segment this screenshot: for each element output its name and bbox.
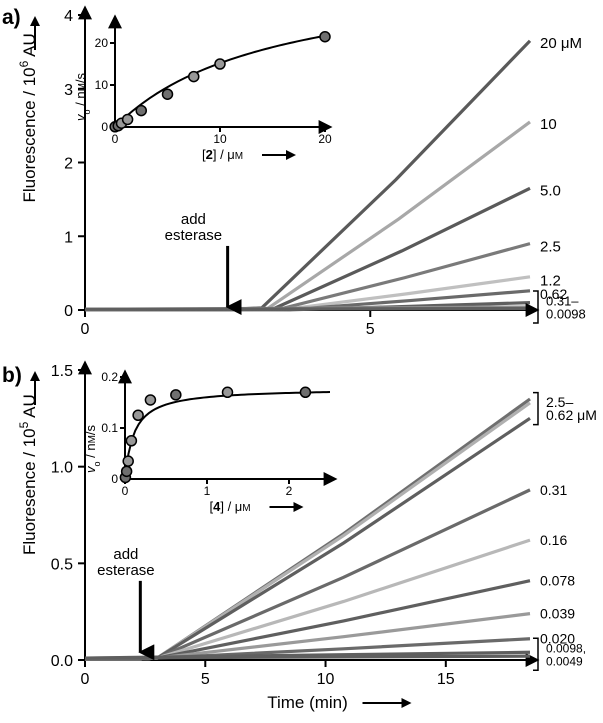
inset-point [189,72,199,82]
svg-text:0.2: 0.2 [101,370,118,384]
inset-point [126,436,136,446]
inset-point [133,410,143,420]
svg-text:0: 0 [64,303,73,320]
svg-text:2.5: 2.5 [540,239,561,256]
svg-text:1: 1 [64,229,73,246]
svg-text:esterase: esterase [165,227,223,244]
series-10 [85,122,530,310]
series-20 [85,41,530,310]
svg-text:1.0: 1.0 [51,460,73,477]
inset-point [122,466,132,476]
svg-text:10: 10 [540,116,557,133]
svg-text:0: 0 [111,472,118,486]
svg-text:15: 15 [437,671,455,688]
figure-svg: a)0123405Fluorescence / 106 AUaddesteras… [0,0,603,718]
svg-text:0.0098,: 0.0098, [546,642,586,656]
inset-point [171,390,181,400]
svg-text:vo / nM/s: vo / nM/s [73,72,92,121]
svg-text:0: 0 [112,132,119,146]
svg-text:add: add [113,546,138,563]
svg-text:1.5: 1.5 [51,363,73,380]
svg-text:20: 20 [318,132,332,146]
svg-text:0: 0 [101,120,108,134]
svg-text:b): b) [2,364,22,387]
series-2.5 [85,244,530,310]
svg-text:1: 1 [204,484,211,498]
series-low2 [85,309,530,310]
svg-text:5: 5 [366,321,375,338]
series-5.0 [85,188,530,309]
svg-text:10: 10 [95,78,109,92]
svg-text:3: 3 [64,82,73,99]
series-0.0049 [85,656,530,658]
inset-point [123,456,133,466]
svg-text:add: add [181,211,206,228]
svg-text:0.0049: 0.0049 [546,655,583,669]
svg-text:5.0: 5.0 [540,183,561,200]
svg-text:2: 2 [64,156,73,173]
svg-text:0.078: 0.078 [540,573,575,589]
svg-text:0.62 μM: 0.62 μM [546,407,597,423]
inset-point [215,59,225,69]
svg-text:0: 0 [81,671,90,688]
svg-text:0.0098: 0.0098 [546,307,586,322]
svg-text:0: 0 [81,321,90,338]
svg-text:20: 20 [95,36,109,50]
inset-point [136,106,146,116]
svg-text:2: 2 [286,484,293,498]
svg-text:5: 5 [201,671,210,688]
inset-point [223,387,233,397]
svg-text:Fluorescence / 106 AU: Fluorescence / 106 AU [17,33,39,202]
svg-text:0: 0 [122,484,129,498]
inset-point [123,114,133,124]
svg-text:10: 10 [213,132,227,146]
inset-point [300,387,310,397]
svg-text:[2] / μM: [2] / μM [202,147,243,162]
svg-text:0.1: 0.1 [101,421,118,435]
inset-point [320,32,330,42]
svg-text:Fluoresence / 105 AU: Fluoresence / 105 AU [17,394,39,555]
svg-text:20 μM: 20 μM [540,35,582,52]
svg-text:0.31: 0.31 [540,482,567,498]
svg-text:0.16: 0.16 [540,532,567,548]
x-axis-label: Time (min) [267,693,348,712]
svg-text:10: 10 [317,671,335,688]
svg-text:0.0: 0.0 [51,653,73,670]
svg-text:0.039: 0.039 [540,606,575,622]
inset-point [163,89,173,99]
svg-text:4: 4 [64,8,73,25]
svg-text:[4] / μM: [4] / μM [210,499,251,514]
svg-text:a): a) [2,6,21,29]
series-2.5 [85,399,530,659]
figure-root: a)0123405Fluorescence / 106 AUaddesteras… [0,0,603,718]
svg-text:esterase: esterase [97,562,155,579]
svg-text:0.5: 0.5 [51,556,73,573]
inset-point [145,395,155,405]
